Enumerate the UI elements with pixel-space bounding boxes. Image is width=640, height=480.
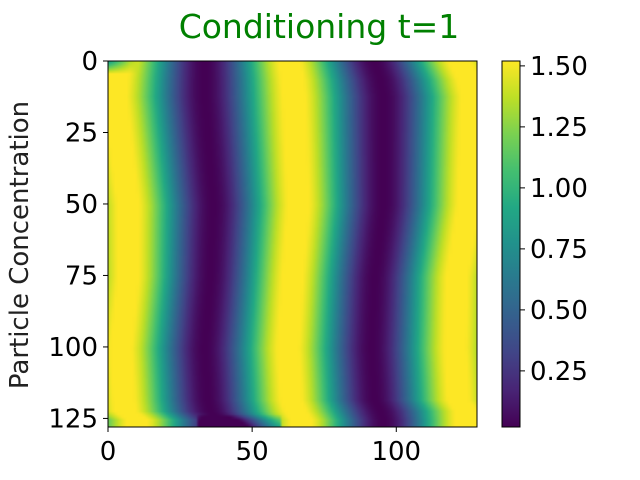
colorbar: 0.25 0.50 0.75 1.00 1.25 1.50 (501, 52, 588, 428)
x-axis-ticks: 0 50 100 (100, 427, 421, 467)
plot-frame (107, 60, 478, 428)
y-tick-label: 75 (65, 261, 98, 291)
colorbar-frame (501, 60, 521, 428)
colorbar-tick-label: 1.50 (530, 52, 588, 82)
y-tick-label: 25 (65, 118, 98, 148)
y-tick-label: 0 (81, 47, 98, 77)
heatmap-plot (107, 60, 478, 428)
x-tick-label: 100 (371, 437, 421, 467)
colorbar-tick-label: 0.25 (530, 357, 588, 387)
x-tick-label: 50 (236, 437, 269, 467)
heatmap-image (108, 61, 477, 427)
colorbar-ticks: 0.25 0.50 0.75 1.00 1.25 1.50 (520, 52, 588, 387)
y-tick-label: 50 (65, 190, 98, 220)
y-tick-label: 125 (48, 404, 98, 434)
chart-title: Conditioning t=1 (179, 7, 460, 46)
y-axis-ticks: 0 25 50 75 100 125 (48, 47, 108, 434)
x-tick-label: 0 (100, 437, 117, 467)
colorbar-gradient (502, 61, 520, 427)
y-tick-label: 100 (48, 333, 98, 363)
colorbar-tick-label: 1.25 (530, 113, 588, 143)
colorbar-tick-label: 0.50 (530, 296, 588, 326)
y-axis-label: Particle Concentration (5, 101, 35, 389)
colorbar-tick-label: 0.75 (530, 235, 588, 265)
colorbar-tick-label: 1.00 (530, 174, 588, 204)
